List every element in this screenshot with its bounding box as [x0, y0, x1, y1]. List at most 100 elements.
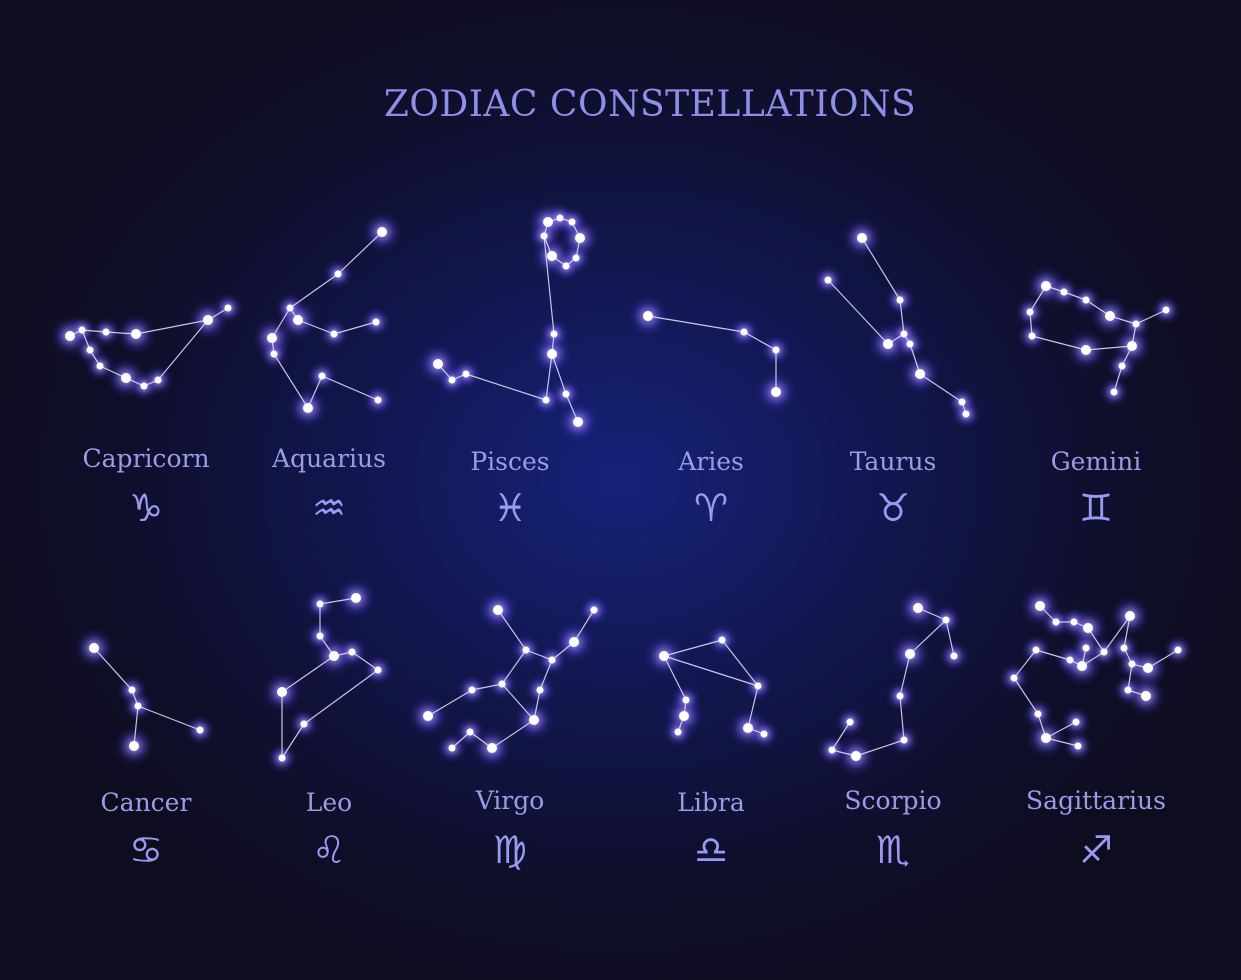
star [128, 686, 136, 694]
scorpio-constellation-line [831, 721, 851, 751]
sign-name-pisces: Pisces [470, 447, 550, 476]
aquarius-constellation-line [321, 375, 379, 401]
capricorn-constellation-line [105, 331, 137, 335]
star [575, 233, 585, 243]
gemini-constellation-line [1113, 365, 1123, 393]
taurus-constellation-line [909, 343, 921, 375]
star [548, 656, 556, 664]
scorpio-constellation-glow [817, 588, 969, 776]
star [487, 743, 497, 753]
star [270, 350, 278, 358]
leo-constellation-line [351, 651, 379, 671]
gemini-constellation-line [1029, 311, 1033, 337]
star [824, 276, 832, 284]
star [572, 254, 580, 262]
star [1082, 644, 1090, 652]
star [140, 382, 148, 390]
star [1034, 710, 1042, 718]
star [659, 651, 669, 661]
gemini-constellation-glow [1015, 266, 1181, 407]
star [1128, 660, 1136, 668]
sign-name-virgo: Virgo [475, 786, 545, 815]
star [569, 637, 579, 647]
aries-constellation-stars [643, 311, 781, 397]
star [121, 373, 131, 383]
star [536, 686, 544, 694]
virgo-constellation-lines [427, 609, 595, 749]
pisces-constellation-line [551, 353, 567, 395]
star [267, 333, 277, 343]
star [900, 736, 908, 744]
libra-constellation-stars [659, 636, 768, 738]
star [643, 311, 653, 321]
pisces-symbol-icon: ♓ [492, 486, 528, 530]
star [1110, 388, 1118, 396]
gemini-constellation-line [1031, 335, 1087, 351]
aquarius-constellation-line [337, 231, 383, 275]
virgo-symbol-icon: ♍ [492, 828, 528, 872]
star [303, 403, 313, 413]
libra-constellation-line [663, 655, 687, 701]
taurus-constellation-line [827, 279, 889, 345]
aries-constellation-lines [647, 315, 777, 392]
star [1060, 288, 1068, 296]
scorpio-constellation-lines [831, 607, 955, 757]
aquarius-constellation-line [297, 319, 335, 335]
pisces-constellation-glow [418, 202, 600, 442]
pisces-constellation-line [543, 235, 555, 335]
sign-name-aquarius: Aquarius [272, 444, 386, 473]
star [316, 600, 324, 608]
star [682, 696, 690, 704]
sign-name-scorpio: Scorpio [844, 786, 942, 815]
star [962, 410, 970, 418]
virgo-constellation-line [491, 719, 535, 749]
star [540, 232, 548, 240]
virgo-constellation-line [533, 689, 541, 721]
star [89, 643, 99, 653]
sagittarius-constellation-line [1123, 615, 1131, 649]
star [1125, 611, 1135, 621]
star [351, 593, 361, 603]
star [293, 315, 303, 325]
star [1010, 674, 1018, 682]
star [374, 666, 382, 674]
scorpio-constellation-line [899, 653, 911, 697]
star [915, 369, 925, 379]
cancer-constellation-lines [93, 647, 201, 747]
sign-name-capricorn: Capricorn [82, 444, 210, 473]
pisces-constellation-line [465, 373, 547, 401]
cancer-constellation-line [133, 705, 139, 747]
scorpio-constellation-line [945, 619, 955, 657]
taurus-constellation-stars [824, 233, 970, 418]
aries-symbol-icon: ♈ [693, 486, 729, 530]
star [1026, 308, 1034, 316]
sagittarius-constellation-line [1035, 649, 1071, 661]
star [529, 715, 539, 725]
star [1041, 281, 1051, 291]
star [1082, 296, 1090, 304]
star [568, 218, 576, 226]
star [550, 330, 558, 338]
leo-constellation-stars [277, 593, 382, 762]
virgo-constellation-stars [423, 605, 598, 753]
star [906, 340, 914, 348]
virgo-constellation-line [525, 649, 553, 661]
star [377, 227, 387, 237]
star [674, 728, 682, 736]
cancer-symbol-icon: ♋ [128, 828, 164, 872]
capricorn-constellation-line [157, 319, 209, 381]
star [1083, 623, 1093, 633]
virgo-constellation-glow [408, 590, 609, 768]
sign-name-leo: Leo [305, 788, 353, 817]
star [958, 398, 966, 406]
aquarius-symbol-icon: ♒ [311, 486, 347, 530]
leo-constellation-line [303, 669, 379, 725]
star [78, 326, 86, 334]
virgo-constellation-line [501, 649, 527, 685]
star [348, 648, 356, 656]
sign-name-libra: Libra [677, 788, 745, 817]
star [318, 372, 326, 380]
star [1105, 311, 1115, 321]
star [1041, 733, 1051, 743]
